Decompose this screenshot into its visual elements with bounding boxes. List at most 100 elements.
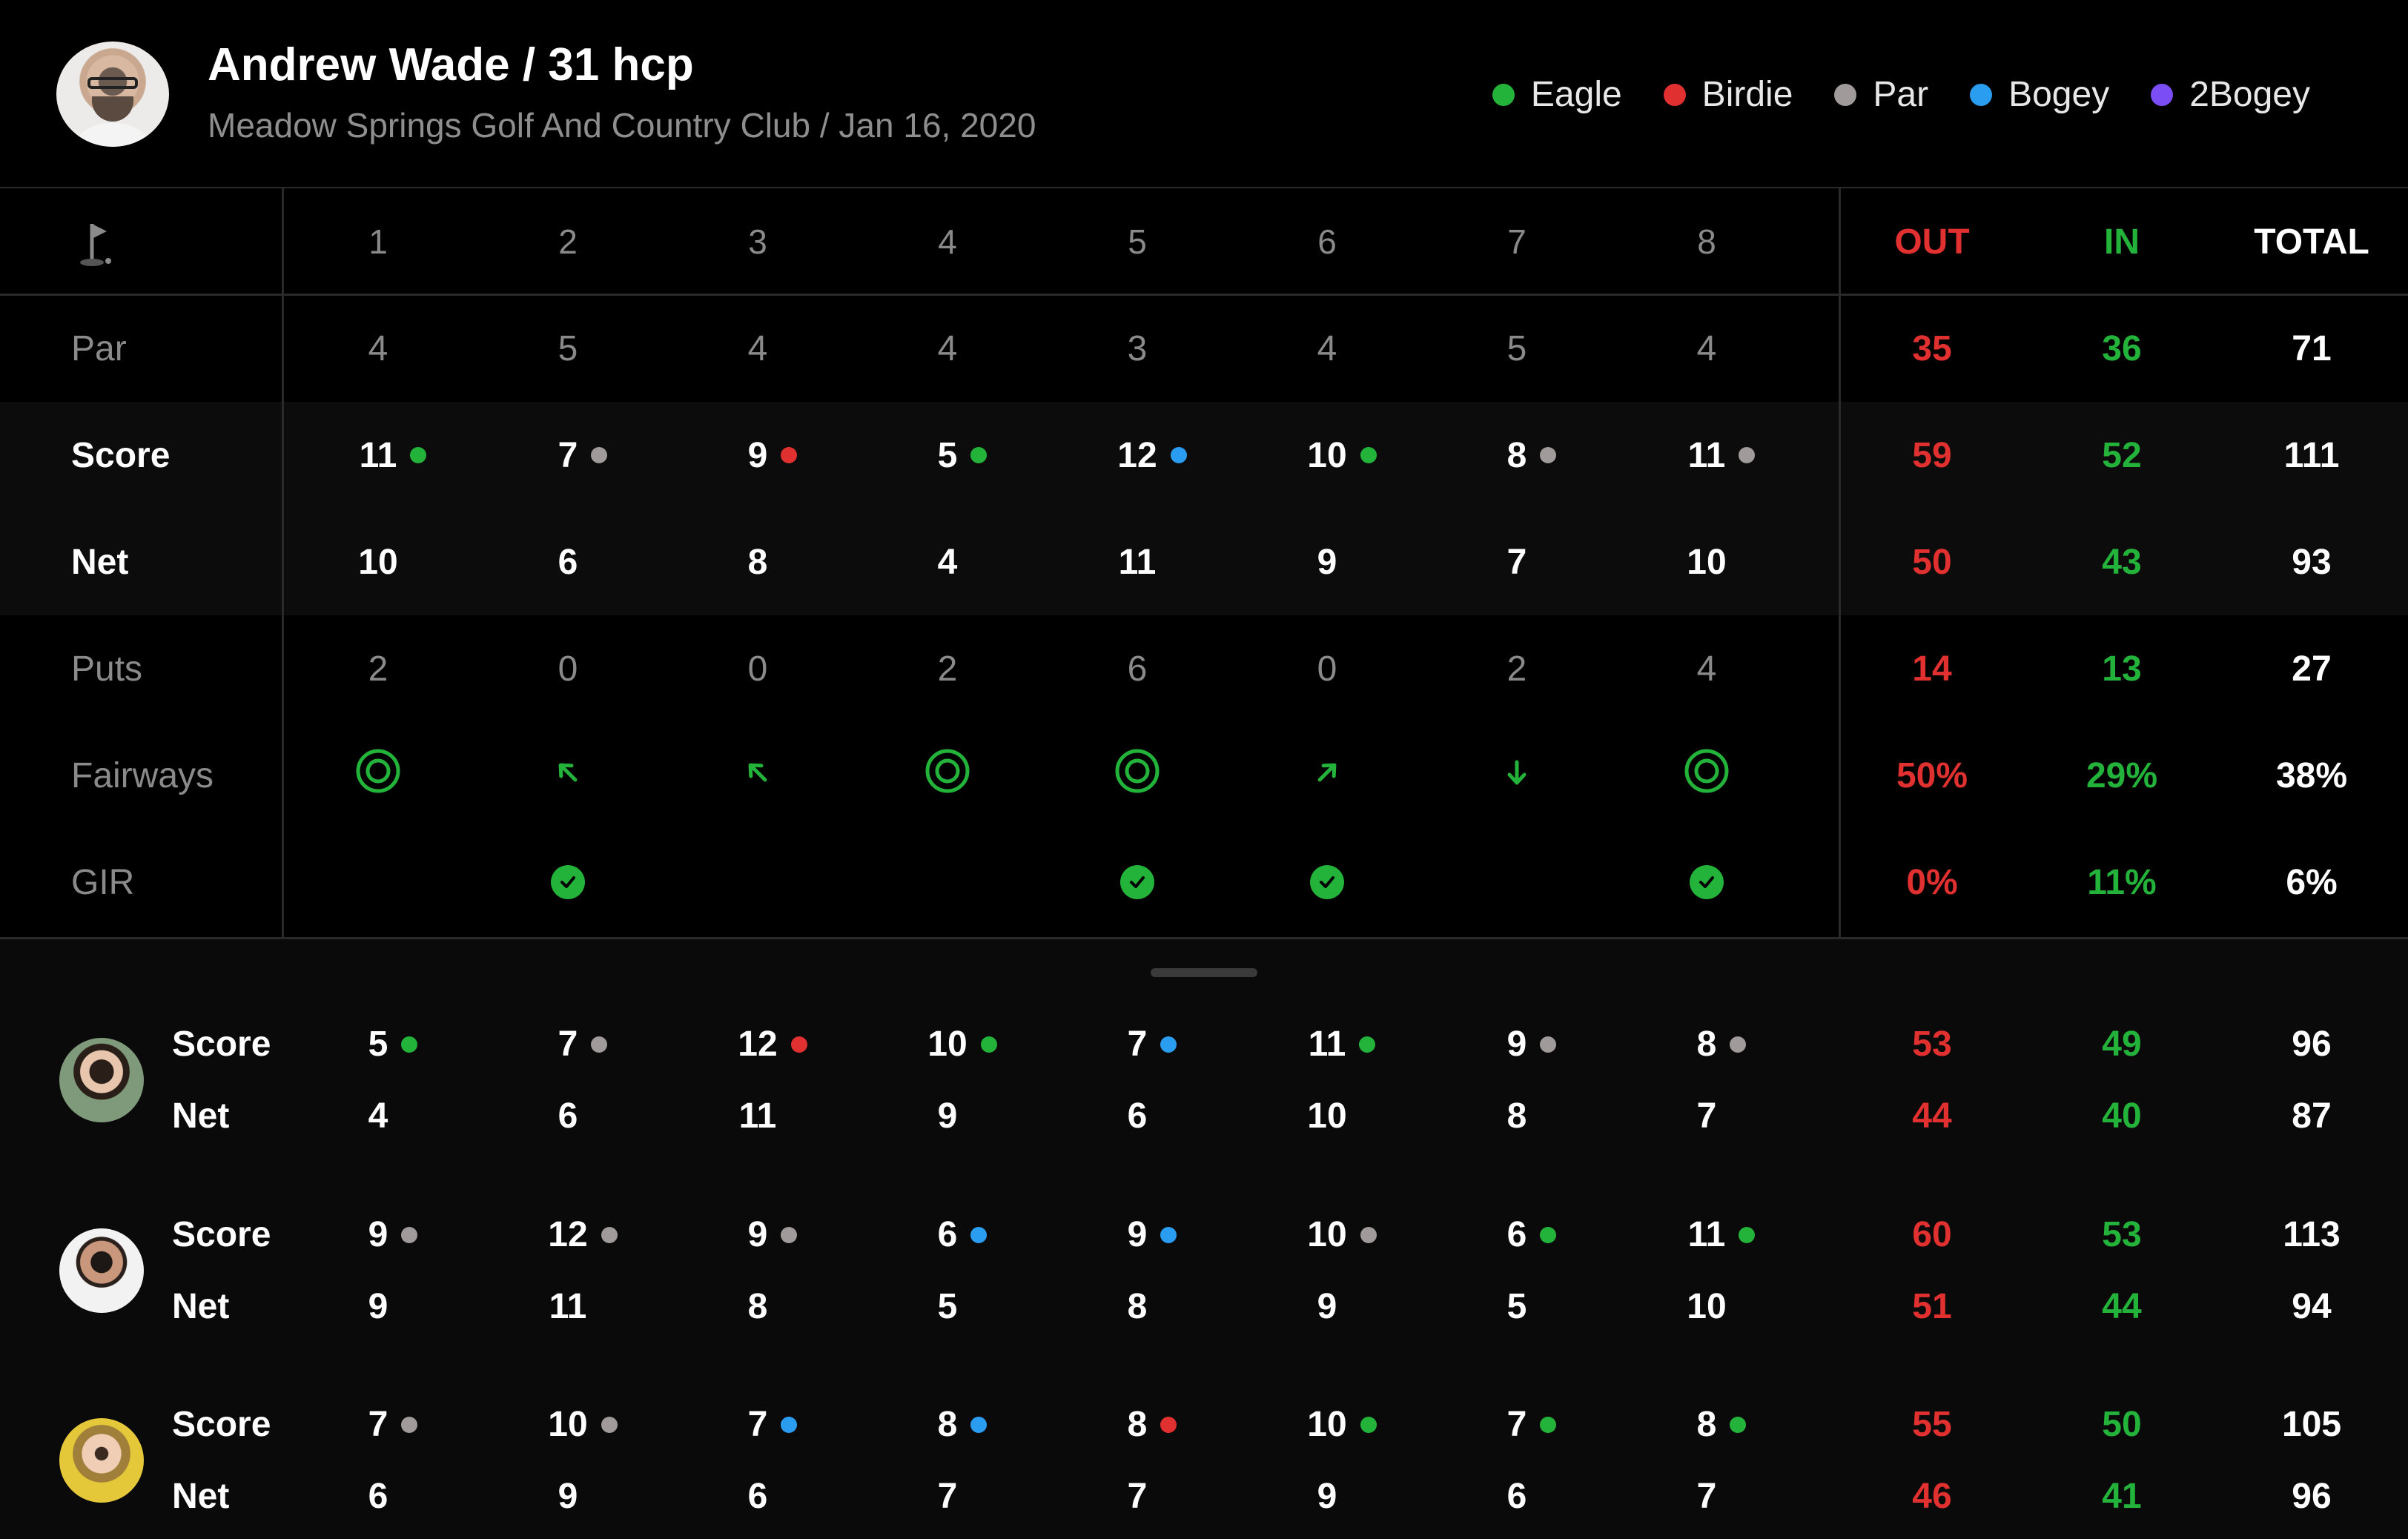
net-value: 11	[1118, 542, 1157, 582]
player-score-cell: 7	[297, 1389, 460, 1460]
table-bottom-divider	[0, 937, 2408, 939]
player-score-cell: 10	[1246, 1389, 1409, 1460]
puts-value: 6	[1127, 649, 1148, 689]
par-cell: 4	[1625, 295, 1788, 402]
hole-number[interactable]: 3	[748, 222, 767, 261]
score-status-dot	[591, 447, 608, 463]
par-cell: 4	[866, 295, 1029, 402]
par-total: 71	[2292, 328, 2332, 368]
arrow-up-right-icon	[1312, 755, 1342, 796]
flag-icon	[74, 218, 119, 270]
player-score-label: Score	[172, 1405, 271, 1444]
gir-cell	[1435, 829, 1598, 936]
hole-number[interactable]: 5	[1128, 222, 1147, 261]
score-status-dot	[1360, 1226, 1377, 1243]
score-status-dot	[1360, 1416, 1377, 1433]
player-score-value: 8	[1697, 1024, 1747, 1065]
player-net-cell: 7	[866, 1460, 1029, 1532]
hole-number[interactable]: 2	[558, 222, 578, 261]
player-avatar[interactable]	[56, 42, 169, 147]
player-net-cell: 9	[866, 1080, 1029, 1152]
player-net-cell: 6	[1056, 1080, 1219, 1152]
header-divider	[0, 187, 2408, 189]
gir-cell	[486, 829, 649, 936]
par-cell: 4	[676, 295, 839, 402]
avatar-woman-1[interactable]	[59, 1038, 144, 1122]
score-status-dot	[1540, 1036, 1557, 1053]
player-score-row: Score 5 7 12 10 7 11 9 8 53 49 96	[0, 1008, 2408, 1080]
player-score-value: 10	[1307, 1404, 1377, 1445]
player-score-in: 50	[2102, 1405, 2142, 1444]
player-score-value: 9	[368, 1214, 418, 1255]
player-score-cell: 6	[1435, 1199, 1598, 1271]
player-score-row: Score 7 10 7 8 8 10 7 8 55 50 105	[0, 1389, 2408, 1460]
player-net-in: 40	[2102, 1096, 2142, 1136]
score-status-dot	[1730, 1416, 1747, 1433]
check-circle-icon	[551, 865, 585, 899]
player-score-cell: 10	[486, 1389, 649, 1460]
player-net-cell: 6	[297, 1460, 460, 1532]
hole-number[interactable]: 6	[1317, 222, 1337, 261]
score-status-dot	[1360, 447, 1377, 463]
net-value: 6	[558, 542, 578, 582]
score-status-dot	[401, 1036, 418, 1053]
player-net-cell: 9	[486, 1460, 649, 1532]
score-status-dot	[401, 1416, 418, 1433]
player-score-row: Score 9 12 9 6 9 10 6 11 60 53 113	[0, 1199, 2408, 1271]
player-title: Andrew Wade / 31 hcp	[208, 39, 694, 90]
player-net-value: 8	[1127, 1287, 1148, 1326]
score-status-dot	[980, 1036, 997, 1053]
hole-number[interactable]: 4	[938, 222, 957, 261]
score-in: 52	[2102, 435, 2142, 475]
avatar-woman-3[interactable]	[59, 1418, 144, 1503]
score-status-dot	[1540, 447, 1557, 463]
legend-item-par: Par	[1834, 74, 1928, 115]
holes-header-row: 1 2 3 4 5 6 7 8 OUT IN TOTAL	[0, 188, 2408, 295]
player-score-out: 55	[1912, 1405, 1952, 1444]
player-net-value: 9	[1317, 1287, 1337, 1326]
player-score-cell: 9	[1435, 1008, 1598, 1080]
score-status-dot	[1359, 1036, 1376, 1053]
net-cell: 10	[1625, 509, 1788, 615]
avatar-man-2[interactable]	[59, 1228, 144, 1313]
score-status-dot	[781, 447, 798, 463]
player-net-value: 5	[937, 1287, 958, 1326]
player-net-cell: 7	[1625, 1460, 1788, 1532]
par-cell: 4	[1246, 295, 1409, 402]
player-score-value: 12	[548, 1214, 618, 1255]
player-score-value: 7	[1128, 1024, 1177, 1065]
hole-number[interactable]: 8	[1697, 222, 1716, 261]
player-score-in: 49	[2102, 1025, 2142, 1064]
score-status-dot	[1160, 1036, 1177, 1053]
summary-column-divider	[1839, 188, 1841, 939]
player-score-cell: 7	[676, 1389, 839, 1460]
player-net-label: Net	[172, 1477, 230, 1516]
par-row: Par 4 5 4 4 3 4 5 4 35 36 71	[0, 295, 2408, 402]
target-icon	[1683, 747, 1730, 804]
fairways-cell	[1246, 722, 1409, 829]
drag-handle[interactable]	[1151, 968, 1257, 977]
hole-number[interactable]: 7	[1507, 222, 1526, 261]
target-icon	[1114, 747, 1161, 804]
par-value: 5	[558, 328, 578, 368]
score-status-dot	[970, 1226, 988, 1243]
fairways-label: Fairways	[71, 755, 214, 795]
player-net-cell: 8	[1056, 1271, 1219, 1343]
legend-label: Birdie	[1701, 75, 1793, 114]
player-score-cell: 10	[1246, 1199, 1409, 1271]
score-value: 7	[558, 435, 608, 476]
gir-row: GIR 0% 11% 6%	[0, 829, 2408, 936]
score-status-dot	[1739, 1226, 1756, 1243]
score-row: Score 11 7 9 5 12 10 8 11 59 52 111	[0, 402, 2408, 509]
player-score-value: 9	[1507, 1024, 1557, 1065]
player-net-row: Net 4 6 11 9 6 10 8 7 44 40 87	[0, 1080, 2408, 1152]
legend-item-bogey: Bogey	[1970, 74, 2109, 115]
player-score-cell: 10	[866, 1008, 1029, 1080]
player-net-cell: 6	[486, 1080, 649, 1152]
score-value: 8	[1507, 435, 1557, 476]
score-cell: 11	[1625, 402, 1788, 509]
hole-number[interactable]: 1	[368, 222, 388, 261]
legend-label: 2Bogey	[2189, 75, 2310, 114]
gir-out: 0%	[1906, 862, 1958, 902]
gir-cell	[1625, 829, 1788, 936]
